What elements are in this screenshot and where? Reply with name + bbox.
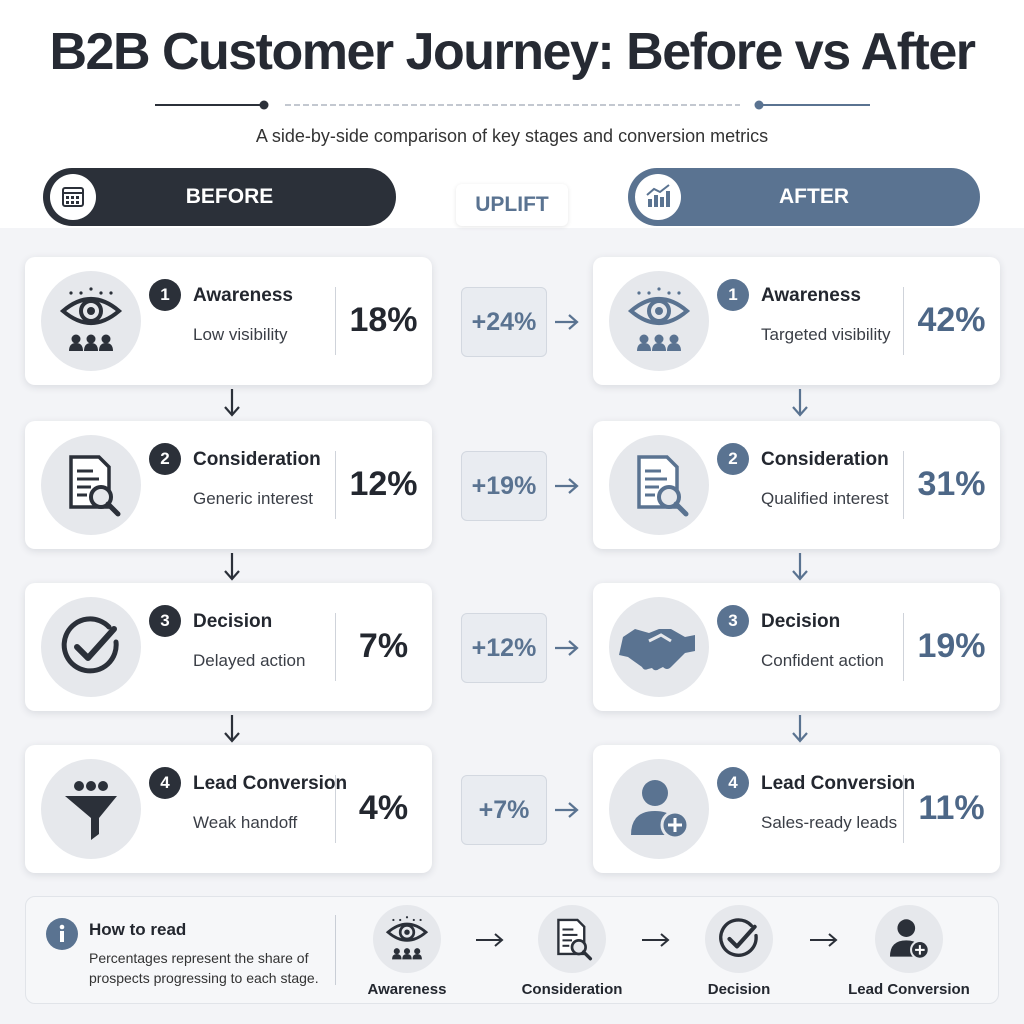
stage-note: Qualified interest [761, 489, 889, 508]
before-label: BEFORE [185, 185, 274, 208]
after-stage-card: 3 Decision Confident action 19% [593, 583, 1000, 711]
legend-box: How to read Percentages represent the sh… [25, 896, 999, 1004]
stage-note: Sales-ready leads [761, 813, 898, 832]
divider [903, 287, 904, 355]
legend-step-label: Lead Conversion [848, 981, 970, 998]
stage-value: 11% [918, 789, 985, 827]
down-arrow [224, 389, 240, 417]
legend-step-icon [373, 905, 441, 973]
right-arrow [555, 802, 579, 818]
stage-note: Delayed action [193, 651, 306, 670]
right-arrow [555, 478, 579, 494]
legend-divider [335, 915, 336, 985]
legend-arrow [810, 933, 838, 947]
down-arrow [792, 553, 808, 581]
legend-arrow [475, 933, 504, 947]
stage-note: Generic interest [193, 489, 313, 508]
uplift-value: +7% [461, 775, 547, 845]
stage-number: 2 [149, 443, 181, 475]
stage-number: 1 [149, 279, 181, 311]
stage-number: 1 [717, 279, 749, 311]
title-divider [155, 100, 870, 110]
legend-step-label: Decision [707, 981, 771, 998]
divider [903, 775, 904, 843]
stage-note: Weak handoff [193, 813, 298, 832]
legend-text: Percentages represent the share of prosp… [89, 950, 319, 986]
stage-icon [41, 759, 141, 859]
stage-icon [609, 271, 709, 371]
uplift-label: UPLIFT [456, 184, 568, 226]
legend-step-icon [538, 905, 606, 973]
before-header: BEFORE [43, 168, 396, 226]
legend-step-icon [875, 905, 943, 973]
stage-value: 19% [917, 627, 986, 665]
right-arrow [555, 314, 579, 330]
right-arrow [555, 640, 579, 656]
before-stage-card: 4 Lead Conversion Weak handoff 4% [25, 745, 432, 873]
stage-icon [609, 759, 709, 859]
down-arrow [224, 553, 240, 581]
divider [903, 613, 904, 681]
legend-step-label: Awareness [367, 981, 447, 998]
divider [335, 287, 336, 355]
stage-value: 42% [917, 301, 986, 339]
stage-name: Decision [761, 611, 841, 632]
uplift-value: +19% [461, 451, 547, 521]
legend-arrow [641, 933, 670, 947]
info-icon [46, 918, 78, 950]
subtitle: A side-by-side comparison of key stages … [255, 126, 769, 146]
calendar-icon [50, 174, 96, 220]
stage-value: 12% [349, 465, 418, 503]
after-label: AFTER [779, 185, 849, 208]
stage-name: Consideration [761, 449, 889, 470]
down-arrow [792, 715, 808, 743]
legend-step-label: Consideration [521, 981, 623, 998]
after-header: AFTER [628, 168, 980, 226]
down-arrow [224, 715, 240, 743]
down-arrow [792, 389, 808, 417]
stage-icon [41, 597, 141, 697]
uplift-value: +24% [461, 287, 547, 357]
stage-name: Lead Conversion [193, 773, 348, 794]
stage-value: 18% [349, 301, 418, 339]
stage-name: Awareness [193, 285, 293, 306]
stage-name: Decision [193, 611, 273, 632]
uplift-value: +12% [461, 613, 547, 683]
stage-icon [609, 435, 709, 535]
legend-step-icon [705, 905, 773, 973]
title: B2B Customer Journey: Before vs After [49, 23, 976, 81]
stage-number: 3 [149, 605, 181, 637]
before-stage-card: 3 Decision Delayed action 7% [25, 583, 432, 711]
stage-number: 4 [717, 767, 749, 799]
divider [335, 775, 336, 843]
divider [903, 451, 904, 519]
stage-note: Low visibility [193, 325, 288, 344]
stage-name: Consideration [193, 449, 321, 470]
stage-number: 3 [717, 605, 749, 637]
stage-value: 4% [358, 789, 409, 827]
chart-icon [635, 174, 681, 220]
stage-value: 7% [358, 627, 409, 665]
stage-value: 31% [917, 465, 986, 503]
stage-icon [41, 271, 141, 371]
stage-number: 4 [149, 767, 181, 799]
legend-title: How to read [89, 920, 187, 939]
divider [335, 451, 336, 519]
stage-note: Targeted visibility [761, 325, 891, 344]
before-stage-card: 1 Awareness Low visibility 18% [25, 257, 432, 385]
stage-number: 2 [717, 443, 749, 475]
stage-icon [41, 435, 141, 535]
stage-note: Confident action [761, 651, 884, 670]
stage-name: Awareness [761, 285, 861, 306]
after-stage-card: 2 Consideration Qualified interest 31% [593, 421, 1000, 549]
stage-icon [609, 597, 709, 697]
divider [335, 613, 336, 681]
after-stage-card: 1 Awareness Targeted visibility 42% [593, 257, 1000, 385]
after-stage-card: 4 Lead Conversion Sales-ready leads 11% [593, 745, 1000, 873]
before-stage-card: 2 Consideration Generic interest 12% [25, 421, 432, 549]
stage-name: Lead Conversion [761, 773, 916, 794]
